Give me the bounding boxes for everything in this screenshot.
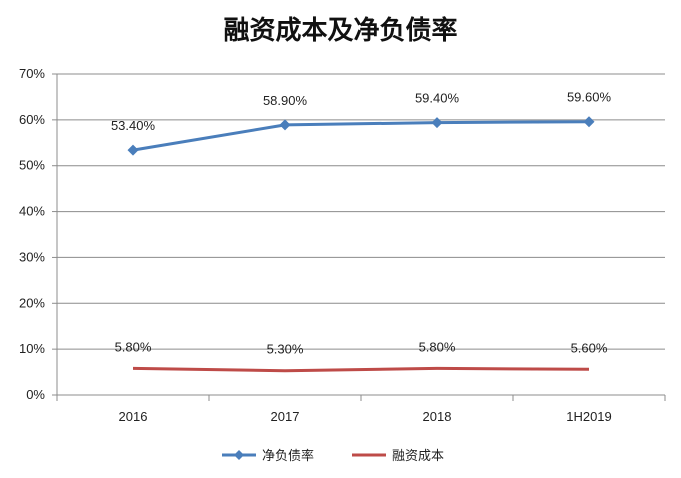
data-label: 5.30% <box>267 342 304 357</box>
data-point <box>431 117 443 129</box>
chart-title: 融资成本及净负债率 <box>223 16 458 46</box>
y-tick-label: 0% <box>26 387 45 402</box>
data-point <box>279 119 291 131</box>
data-label: 59.60% <box>567 90 612 105</box>
data-point <box>127 144 139 156</box>
data-label: 53.40% <box>111 118 156 133</box>
y-tick-label: 10% <box>19 341 45 356</box>
data-label: 58.90% <box>263 93 308 108</box>
data-label: 5.80% <box>419 339 456 354</box>
series-line-1 <box>132 366 590 373</box>
series-line-0 <box>132 120 590 152</box>
y-tick-label: 20% <box>19 295 45 310</box>
data-label: 59.40% <box>415 91 460 106</box>
x-tick-label: 1H2019 <box>566 409 612 424</box>
y-tick-label: 30% <box>19 249 45 264</box>
x-tick-label: 2018 <box>423 409 452 424</box>
y-tick-label: 70% <box>19 66 45 81</box>
y-tick-label: 40% <box>19 204 45 219</box>
legend-label: 净负债率 <box>262 448 314 464</box>
data-label: 5.80% <box>115 339 152 354</box>
data-point <box>583 116 595 128</box>
x-tick-label: 2017 <box>271 409 300 424</box>
x-tick-label: 2016 <box>119 409 148 424</box>
y-tick-label: 50% <box>19 158 45 173</box>
legend-marker <box>234 450 244 460</box>
legend-label: 融资成本 <box>392 449 444 464</box>
y-tick-label: 60% <box>19 112 45 127</box>
data-label: 5.60% <box>571 340 608 355</box>
